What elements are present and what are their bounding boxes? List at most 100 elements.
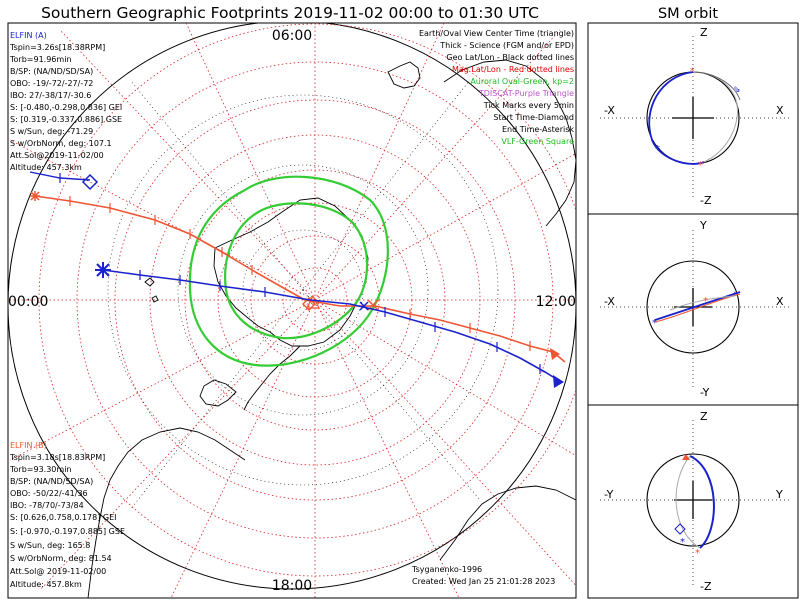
- elfin-b-name: ELFIN (B): [10, 441, 47, 450]
- orbit1-right-label: X: [776, 104, 784, 117]
- orbit-panel-yz: * * Z -Z -Y Y: [600, 410, 790, 593]
- track-b-end-arrow: [550, 348, 560, 360]
- orbit3-top-label: Z: [700, 410, 708, 423]
- track-a-diamond: [81, 173, 99, 191]
- orbit3-left-label: -Y: [604, 488, 614, 501]
- legend-item: Mag Lat/Lon - Red dotted lines: [452, 65, 574, 74]
- legend-item: TDISCAT-Purple Triangle: [478, 89, 574, 98]
- orbit-panel-xz: ⇘ * * * Z -Z -X X: [600, 26, 790, 207]
- orbit1-left-label: -X: [604, 104, 615, 117]
- hour-label-top: 06:00: [272, 28, 312, 44]
- elfin-a-line: S: [0.319,-0.337,0.886] GSE: [10, 115, 122, 124]
- geo-grid: [107, 79, 499, 511]
- south-america-tip: [199, 379, 237, 407]
- track-a-ticks: [59, 173, 541, 374]
- track-b-end-asterisk: [30, 191, 40, 201]
- elfin-b-line: Altitude: 457.8km: [10, 580, 82, 589]
- elfin-a-line: S: [-0.480,-0.298,0.836] GEI: [10, 103, 122, 112]
- elfin-a-info: ELFIN (A) Tspin=3.26s[18.38RPM] Torb=91.…: [9, 31, 122, 172]
- track-b-line: [34, 195, 566, 363]
- legend-item: Start Time-Diamond: [493, 113, 574, 122]
- orbit3-bottom-label: -Z: [700, 580, 712, 593]
- elfin-a-line: Torb=91.96min: [9, 55, 71, 64]
- small-island-2: [151, 295, 159, 303]
- orbit2-top-label: Y: [699, 219, 707, 232]
- orbit2-left-label: -X: [604, 295, 615, 308]
- elfin-b-line: S w/Sun, deg: 165.8: [10, 541, 90, 550]
- track-b-triangle: [306, 294, 320, 309]
- coastlines: [87, 59, 576, 598]
- legend-item: Earth/Oval View Center Time (triangle): [419, 29, 574, 38]
- earth-limb: [8, 23, 576, 590]
- created-stamp: Created: Wed Jan 25 21:01:28 2023: [412, 577, 555, 586]
- orbit2-right-label: X: [776, 295, 784, 308]
- legend-item: Thick - Science (FGM and/or EPD): [439, 41, 574, 50]
- orbit-frame: [587, 22, 799, 599]
- mag-grid: [8, 23, 576, 598]
- track-b-start-diamond: [302, 297, 316, 311]
- elfin-a-line: Altitude: 457.3km: [10, 163, 82, 172]
- orbit-title: SM orbit: [658, 6, 718, 22]
- track-a-start-asterisk: [95, 262, 111, 278]
- elfin-b-line: Torb=93.30min: [9, 465, 71, 474]
- elfin-b-line: Tspin=3.18s[18.83RPM]: [9, 453, 105, 462]
- elfin-b-line: S: [-0.970,-0.197,0.885] GSE: [10, 527, 125, 536]
- svg-text:*: *: [680, 537, 685, 548]
- orbit2-bottom-label: -Y: [700, 386, 710, 399]
- elfin-b-line: IBO: -78/70/-73/84: [10, 501, 84, 510]
- antarctica-outline: [213, 197, 369, 347]
- elfin-b-line: S w/OrbNorm, deg: 81.54: [10, 554, 112, 563]
- orbit-panel-xy: * * › Y -Y -X X: [600, 219, 790, 399]
- legend-item: End Time-Asterisk: [502, 125, 574, 134]
- legend-item: Auroral Oval-Green, kp=2: [470, 77, 574, 86]
- legend-item: VLF-Green Square: [501, 137, 574, 146]
- orbit1-bottom-label: -Z: [700, 194, 712, 207]
- svg-text:*: *: [698, 160, 703, 171]
- svg-text:*: *: [703, 296, 708, 307]
- elfin-a-line: S w/OrbNorm, deg: 107.1: [10, 139, 112, 148]
- elfin-a-line: IBO: 27/-38/17/-30.6: [10, 91, 91, 100]
- map-legend: Earth/Oval View Center Time (triangle) T…: [419, 29, 574, 146]
- track-a-x-mark: [359, 301, 369, 311]
- legend-item: Tick Marks every 5min: [483, 101, 574, 110]
- svg-text:⇘: ⇘: [733, 85, 741, 95]
- svg-text:*: *: [690, 67, 695, 77]
- elfin-b-line: B/SP: (NA/ND/SD/SA): [10, 477, 93, 486]
- elfin-a-line: OBO: -19/-72/-27/-72: [10, 79, 93, 88]
- track-b-ticks: [69, 196, 531, 351]
- svg-text:*: *: [652, 318, 657, 329]
- auroral-oval-outer: [188, 175, 389, 367]
- track-elfin-a: [29, 171, 564, 388]
- map-title: Southern Geographic Footprints 2019-11-0…: [41, 4, 539, 22]
- africa-outline: [439, 485, 576, 561]
- elfin-a-line: Tspin=3.26s[18.38RPM]: [9, 43, 105, 52]
- elfin-a-line: B/SP: (NA/ND/SD/SA): [10, 67, 93, 76]
- svg-text:*: *: [695, 548, 700, 559]
- auroral-oval-inner: [224, 202, 369, 340]
- legend-item: Geo Lat/Lon - Black dotted lines: [446, 53, 574, 62]
- hour-label-left: 00:00: [8, 294, 48, 310]
- svg-text:›: ›: [733, 289, 737, 299]
- elfin-b-line: S: [0.626,0.758,0.178] GEI: [10, 513, 117, 522]
- elfin-a-name: ELFIN (A): [10, 31, 47, 40]
- auroral-oval: [188, 175, 389, 367]
- svg-text:*: *: [655, 144, 660, 155]
- hour-label-right: 12:00: [536, 294, 576, 310]
- antarctic-peninsula: [243, 345, 301, 411]
- model-credit: Tsyganenko-1996: [411, 565, 482, 574]
- hour-label-bottom: 18:00: [272, 578, 312, 594]
- south-america-outline: [87, 427, 246, 598]
- elfin-b-info: ELFIN (B) Tspin=3.18s[18.83RPM] Torb=93.…: [9, 441, 125, 589]
- elfin-b-line: OBO: -50/22/-41/36: [10, 489, 88, 498]
- elfin-a-line: Att.Sol@2019-11-02/00: [10, 151, 104, 160]
- australia-outline: [443, 59, 576, 227]
- orbit3-right-label: Y: [775, 488, 783, 501]
- track-a-line: [102, 269, 559, 381]
- orbit1-top-label: Z: [700, 26, 708, 39]
- small-island: [144, 277, 155, 287]
- track-a-end-arrow: [553, 375, 564, 388]
- new-zealand: [387, 61, 421, 89]
- polar-map: 06:00 00:00 12:00 18:00: [8, 23, 576, 598]
- elfin-a-line: S w/Sun, deg: -71.29: [10, 127, 93, 136]
